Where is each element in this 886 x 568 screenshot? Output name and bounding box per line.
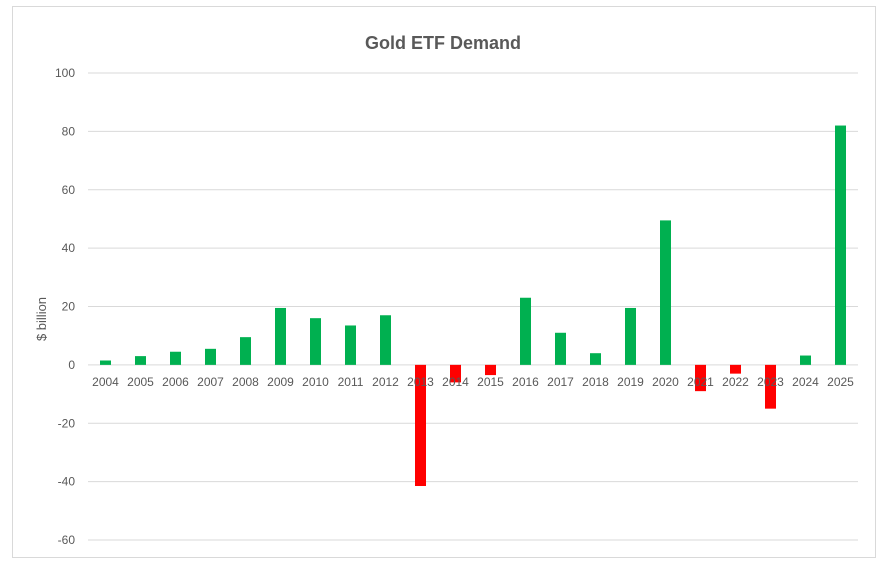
x-tick-label: 2022 bbox=[722, 375, 749, 389]
bar-2021 bbox=[695, 364, 706, 392]
y-tick-label: -20 bbox=[58, 416, 76, 430]
bars bbox=[100, 125, 846, 487]
x-tick-label: 2018 bbox=[582, 375, 609, 389]
x-tick-label: 2004 bbox=[92, 375, 119, 389]
y-tick-label: 80 bbox=[62, 124, 76, 138]
x-tick-label: 2016 bbox=[512, 375, 539, 389]
bar-2010 bbox=[310, 318, 321, 365]
x-tick-label: 2015 bbox=[477, 375, 504, 389]
x-tick-label: 2020 bbox=[652, 375, 679, 389]
y-tick-label: 100 bbox=[55, 66, 75, 80]
bar-2023 bbox=[765, 364, 776, 409]
bar-2013 bbox=[415, 364, 426, 487]
y-tick-label: 40 bbox=[62, 241, 76, 255]
y-tick-label: -60 bbox=[58, 533, 76, 547]
x-tick-label: 2011 bbox=[338, 375, 364, 389]
x-tick-label: 2005 bbox=[127, 375, 154, 389]
bar-2016 bbox=[520, 297, 531, 365]
y-tick-label: 60 bbox=[62, 183, 76, 197]
x-tick-label: 2013 bbox=[407, 375, 434, 389]
x-tick-label: 2023 bbox=[757, 375, 784, 389]
bar-2017 bbox=[555, 332, 566, 365]
x-tick-label: 2012 bbox=[372, 375, 399, 389]
y-tick-label: 20 bbox=[62, 300, 76, 314]
bar-2019 bbox=[625, 307, 636, 365]
bar-2007 bbox=[205, 348, 216, 365]
bar-2018 bbox=[590, 353, 601, 365]
x-tick-label: 2009 bbox=[267, 375, 294, 389]
bar-2020 bbox=[660, 220, 671, 365]
bar-2022 bbox=[730, 364, 741, 374]
bar-2006 bbox=[170, 351, 181, 365]
x-tick-label: 2024 bbox=[792, 375, 819, 389]
x-tick-label: 2025 bbox=[827, 375, 854, 389]
bar-2025 bbox=[835, 125, 846, 365]
y-tick-label: -40 bbox=[58, 475, 76, 489]
y-axis-label: $ billion bbox=[34, 297, 49, 341]
x-tick-label: 2019 bbox=[617, 375, 644, 389]
x-tick-label: 2021 bbox=[687, 375, 714, 389]
bar-2014 bbox=[450, 364, 461, 383]
bar-2024 bbox=[800, 355, 811, 365]
bar-2015 bbox=[485, 364, 496, 376]
chart-frame bbox=[12, 6, 876, 558]
bar-2008 bbox=[240, 337, 251, 365]
bar-2012 bbox=[380, 315, 391, 365]
bar-2004 bbox=[100, 360, 111, 365]
y-tick-label: 0 bbox=[68, 358, 75, 372]
bar-2011 bbox=[345, 325, 356, 365]
x-tick-label: 2010 bbox=[302, 375, 329, 389]
bar-2005 bbox=[135, 356, 146, 365]
x-tick-label: 2006 bbox=[162, 375, 189, 389]
gridlines bbox=[88, 72, 858, 541]
x-axis-ticks: 2004 2005 2006 2007 2008 2009 2010 2011 2012 2013… bbox=[92, 375, 854, 389]
x-tick-label: 2017 bbox=[547, 375, 574, 389]
chart-title: Gold ETF Demand bbox=[365, 33, 521, 53]
bar-2009 bbox=[275, 307, 286, 365]
x-tick-label: 2014 bbox=[442, 375, 469, 389]
x-tick-label: 2008 bbox=[232, 375, 259, 389]
x-tick-label: 2007 bbox=[197, 375, 224, 389]
y-axis-ticks: -60 -40 -20 0 20 40 60 80 100 bbox=[55, 66, 75, 547]
